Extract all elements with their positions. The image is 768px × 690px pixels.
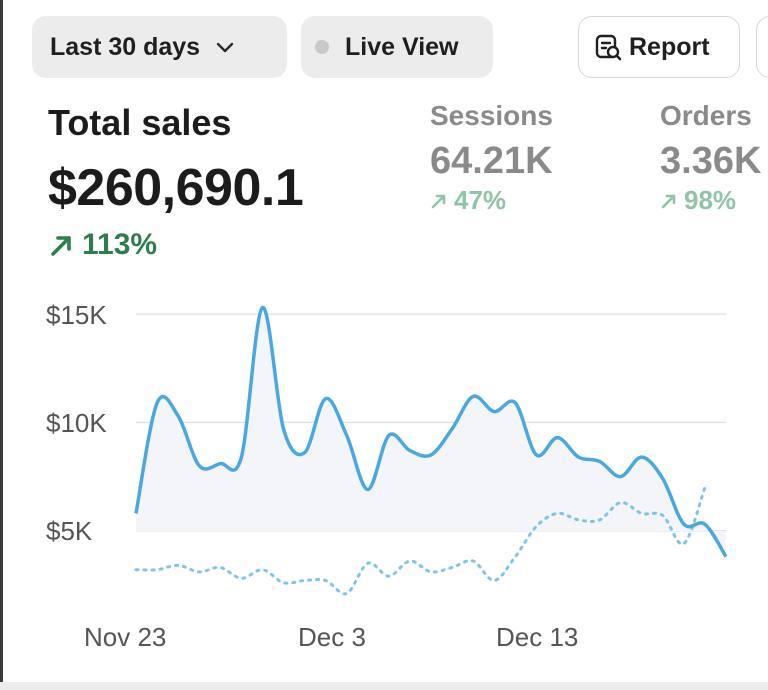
live-view-button[interactable]: Live View — [301, 16, 493, 78]
sessions-label[interactable]: Sessions — [430, 100, 553, 131]
x-tick-label: Nov 23 — [84, 622, 167, 652]
sessions-value: 64.21K — [430, 140, 553, 182]
y-tick-label: $15K — [46, 300, 107, 330]
window-edge — [0, 0, 3, 690]
orders-label[interactable]: Orders — [660, 100, 752, 131]
sessions-change-value: 47% — [454, 185, 507, 215]
sessions-change: 47% — [430, 185, 506, 216]
trend-up-arrow-icon — [51, 236, 71, 256]
comparison-series-line — [134, 485, 707, 596]
y-tick-label: $5K — [46, 516, 93, 546]
y-tick-label: $10K — [46, 408, 107, 438]
trend-up-arrow-icon — [431, 194, 446, 208]
date-range-dropdown[interactable]: Last 30 days — [32, 16, 287, 78]
report-label: Report — [629, 32, 710, 61]
total-sales-label: Total sales — [48, 102, 232, 143]
bottom-divider — [0, 682, 768, 690]
current-series-line — [134, 305, 728, 558]
x-tick-label: Dec 3 — [298, 622, 366, 652]
trend-up-arrow-icon — [661, 194, 676, 208]
chevron-down-icon — [214, 36, 236, 58]
total-sales-value: $260,690.1 — [48, 159, 304, 217]
sales-area-fill — [136, 307, 726, 557]
orders-value: 3.36K — [660, 140, 762, 182]
live-view-label: Live View — [345, 32, 459, 61]
date-range-label: Last 30 days — [50, 32, 201, 61]
status-dot-icon — [315, 40, 329, 54]
total-sales-change: 113% — [48, 228, 157, 262]
orders-change-value: 98% — [684, 185, 737, 215]
report-search-icon — [593, 32, 623, 62]
report-button[interactable]: Report — [578, 16, 740, 78]
orders-change: 98% — [660, 185, 736, 216]
overflow-button[interactable] — [756, 16, 768, 78]
total-sales-change-value: 113% — [82, 228, 158, 261]
x-tick-label: Dec 13 — [496, 622, 579, 652]
